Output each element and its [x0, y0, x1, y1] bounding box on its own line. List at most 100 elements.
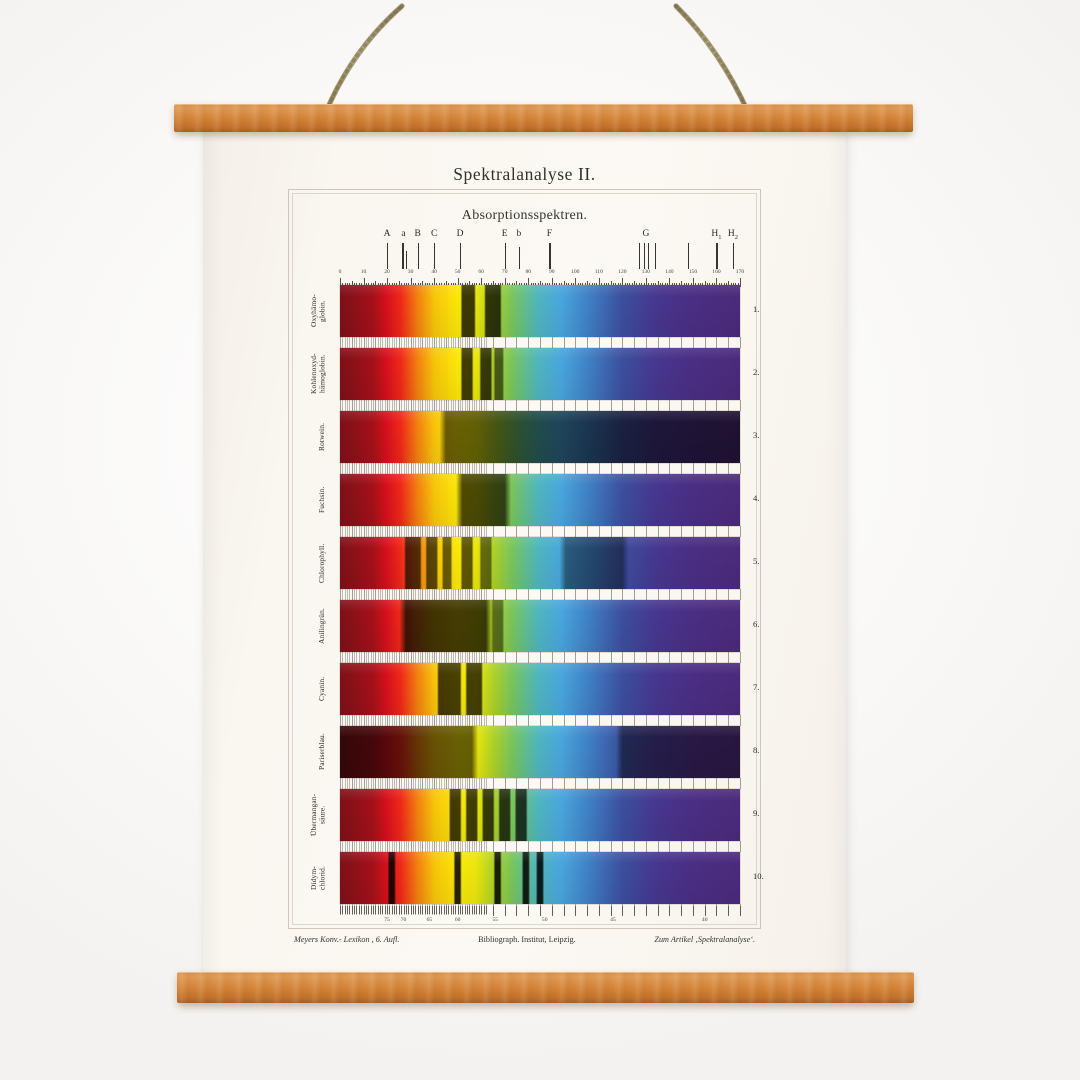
- scale-tick: [657, 280, 659, 287]
- grid-tick: [372, 526, 374, 537]
- grid-tick: [587, 841, 588, 852]
- grid-tick: [457, 337, 459, 348]
- grid-tick: [398, 463, 400, 474]
- grid-tick: [347, 778, 348, 789]
- wavelength-tick: [445, 906, 447, 914]
- grid-tick: [363, 526, 365, 537]
- grid-tick: [452, 400, 454, 411]
- fraunhofer-line: [387, 243, 389, 269]
- absorption-spectrum-band[interactable]: [340, 726, 740, 778]
- grid-tick: [370, 715, 372, 726]
- grid-tick: [610, 778, 612, 789]
- grid-tick: [422, 589, 423, 600]
- grid-tick: [610, 400, 612, 411]
- grid-tick: [443, 526, 445, 537]
- grid-tick: [342, 400, 343, 411]
- wavelength-tick: [344, 906, 346, 914]
- grid-tick: [464, 526, 466, 537]
- grid-tick: [460, 337, 461, 348]
- scale-tick-label: 30: [407, 269, 414, 275]
- grid-tick: [450, 589, 452, 600]
- grid-tick: [424, 841, 426, 852]
- grid-tick: [634, 778, 635, 789]
- band-paper-shading: [340, 726, 740, 778]
- grid-tick: [455, 778, 456, 789]
- band-paper-shading: [340, 411, 740, 463]
- absorption-spectrum-band[interactable]: [340, 789, 740, 841]
- grid-tick: [396, 400, 398, 411]
- wavelength-tick: [434, 906, 435, 914]
- grid-tick: [342, 337, 343, 348]
- grid-tick: [462, 400, 463, 411]
- absorption-spectrum-band[interactable]: [340, 348, 740, 400]
- grid-tick: [417, 715, 419, 726]
- grid-tick: [375, 463, 376, 474]
- grid-tick: [681, 337, 682, 348]
- grid-tick: [471, 589, 473, 600]
- wavelength-tick: [450, 906, 452, 914]
- bottom-wooden-hanger-bar[interactable]: [177, 972, 914, 1003]
- grid-tick: [728, 589, 729, 600]
- grid-tick: [471, 715, 473, 726]
- grid-tick: [450, 715, 452, 726]
- scale-tick-label: 170: [735, 269, 745, 275]
- absorption-spectrum-band[interactable]: [340, 852, 740, 904]
- grid-tick: [387, 652, 388, 663]
- scale-tick: [587, 280, 588, 287]
- grid-tick: [342, 589, 343, 600]
- top-wooden-hanger-bar[interactable]: [174, 104, 913, 132]
- grid-tick: [471, 400, 473, 411]
- grid-tick: [361, 589, 362, 600]
- grid-tick: [704, 526, 706, 537]
- wavelength-tick: [420, 906, 421, 914]
- grid-tick: [485, 715, 487, 726]
- grid-tick: [382, 715, 383, 726]
- grid-tick: [436, 652, 438, 663]
- grid-tick: [394, 715, 395, 726]
- grid-tick: [422, 526, 423, 537]
- absorption-spectrum-band[interactable]: [340, 663, 740, 715]
- grid-tick: [417, 400, 419, 411]
- grid-tick: [380, 778, 381, 789]
- row-number: 2.: [753, 367, 760, 377]
- absorption-spectrum-band[interactable]: [340, 537, 740, 589]
- row-number: 3.: [753, 430, 760, 440]
- grid-tick: [349, 589, 350, 600]
- grid-tick: [540, 841, 541, 852]
- scale-tick-label: 40: [431, 269, 437, 275]
- absorption-spectrum-band[interactable]: [340, 411, 740, 463]
- grid-tick: [528, 589, 529, 600]
- grid-tick: [443, 337, 445, 348]
- row-number: 6.: [753, 619, 760, 629]
- fraunhofer-label-d: D: [456, 229, 464, 239]
- grid-tick: [391, 463, 393, 474]
- absorption-spectrum-band[interactable]: [340, 285, 740, 337]
- grid-tick: [492, 526, 494, 537]
- grid-tick: [563, 400, 565, 411]
- absorption-spectrum-band[interactable]: [340, 600, 740, 652]
- grid-tick: [401, 400, 402, 411]
- grid-tick: [476, 526, 478, 537]
- wavelength-tick: [716, 906, 718, 916]
- row-label-line: Oxyhämo-: [309, 294, 318, 328]
- grid-tick: [448, 337, 449, 348]
- grid-tick: [622, 337, 623, 348]
- grid-tick: [380, 463, 381, 474]
- wavelength-tick: [443, 906, 445, 914]
- wavelength-tick: [372, 906, 374, 914]
- grid-tick: [645, 463, 647, 474]
- grid-tick: [504, 526, 506, 537]
- grid-tick: [540, 463, 541, 474]
- grid-tick: [452, 841, 454, 852]
- grid-tick: [622, 841, 623, 852]
- grid-tick: [716, 463, 718, 474]
- absorption-spectrum-band[interactable]: [340, 474, 740, 526]
- grid-tick: [377, 589, 379, 600]
- grid-tick: [481, 715, 482, 726]
- grid-tick: [492, 652, 494, 663]
- grid-tick: [438, 463, 440, 474]
- grid-tick: [427, 652, 428, 663]
- grid-tick: [563, 778, 565, 789]
- grid-tick: [403, 589, 405, 600]
- grid-tick: [351, 400, 353, 411]
